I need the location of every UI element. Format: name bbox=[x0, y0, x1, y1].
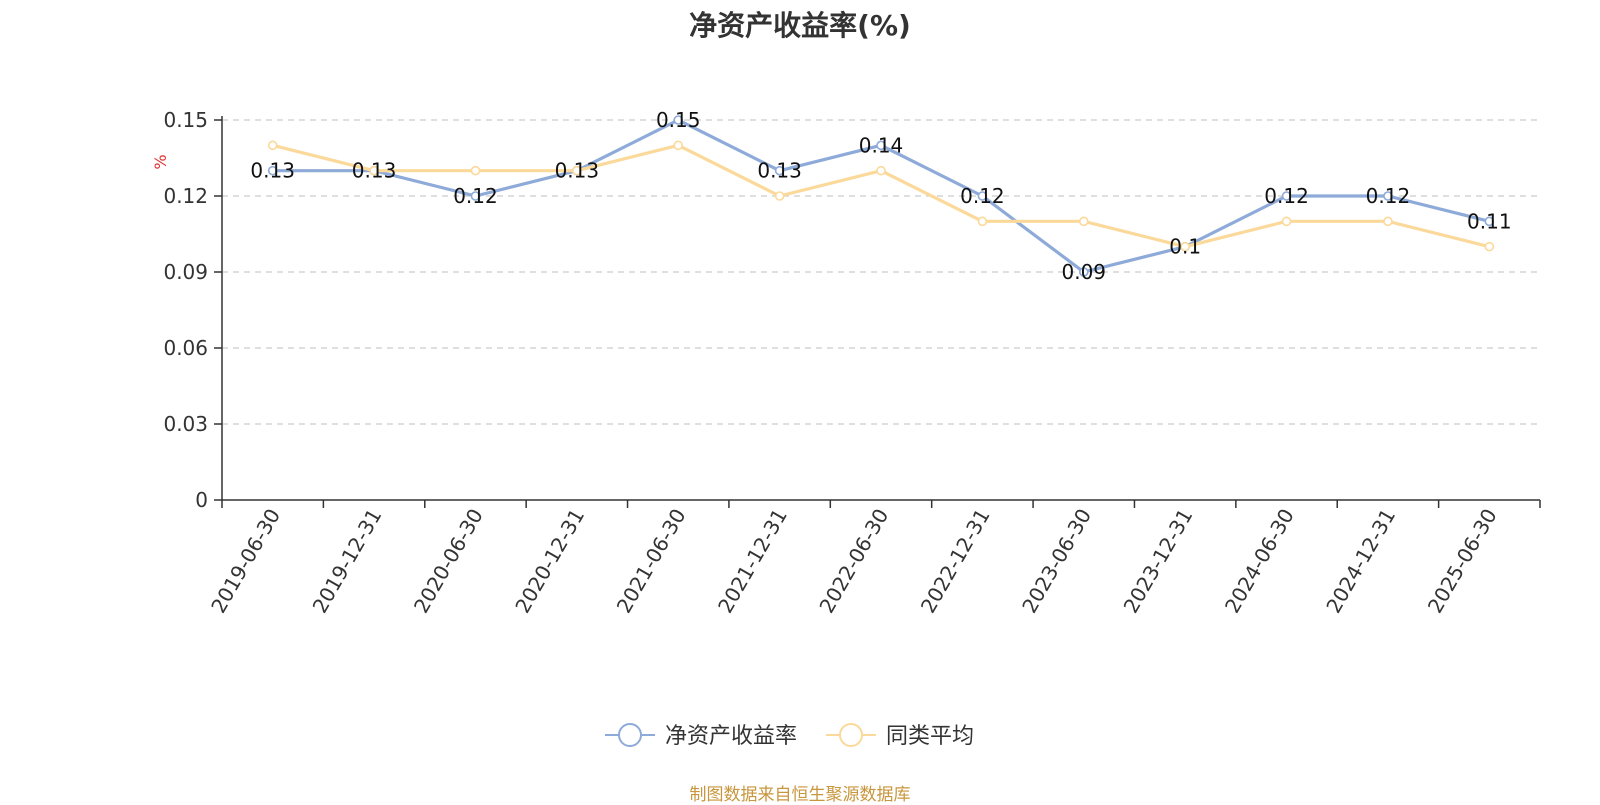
data-label: 0.09 bbox=[1062, 260, 1107, 284]
series-point bbox=[470, 165, 481, 176]
series-point bbox=[1383, 216, 1393, 227]
legend-label: 净资产收益率 bbox=[665, 724, 797, 749]
grid-lines bbox=[222, 119, 1540, 425]
series-point bbox=[1078, 216, 1089, 227]
x-tick-label: 2024-06-30 bbox=[1220, 505, 1299, 618]
data-labels: 0.13 0.13 0.12 0.13 0.15 0.13 0.14 0.12 0.09 0.1 0… bbox=[250, 108, 1511, 284]
x-tick-label: 2021-12-31 bbox=[713, 505, 792, 618]
series-point bbox=[774, 165, 785, 176]
series-point bbox=[1180, 241, 1190, 252]
series-point bbox=[1484, 241, 1495, 252]
data-label: 0.1 bbox=[1169, 235, 1201, 259]
series-point bbox=[673, 140, 684, 151]
legend-label: 同类平均 bbox=[886, 724, 974, 749]
series-point bbox=[1078, 267, 1089, 277]
data-label: 0.12 bbox=[453, 184, 498, 208]
chart-title: 净资产收益率(%) bbox=[689, 9, 911, 42]
x-tick-label: 2020-06-30 bbox=[409, 505, 488, 618]
x-tick-label: 2023-12-31 bbox=[1119, 505, 1198, 618]
series-point bbox=[267, 165, 278, 176]
series-point bbox=[267, 140, 278, 151]
series-point bbox=[876, 165, 886, 176]
x-tick-label: 2021-06-30 bbox=[612, 505, 691, 618]
source-note: 制图数据来自恒生聚源数据库 bbox=[689, 785, 911, 805]
series-lines bbox=[267, 115, 1495, 277]
data-label: 0.12 bbox=[1264, 184, 1309, 208]
legend-marker bbox=[839, 723, 863, 747]
series-point bbox=[470, 191, 481, 201]
y-tick-label: 0.15 bbox=[163, 108, 208, 132]
data-label: 0.13 bbox=[555, 159, 600, 183]
data-label: 0.12 bbox=[1366, 184, 1411, 208]
series-point bbox=[1484, 216, 1495, 227]
series-point bbox=[876, 140, 886, 151]
x-tick-label: 2025-06-30 bbox=[1423, 505, 1502, 618]
legend: 净资产收益率 同类平均 bbox=[605, 723, 974, 749]
y-axis-label: % bbox=[151, 154, 170, 169]
x-tick-label: 2024-12-31 bbox=[1321, 505, 1400, 618]
y-tick-label: 0.09 bbox=[163, 260, 208, 284]
axes: 0 0.03 0.06 0.09 0.12 0.15% 2019-06-30 2019-12-… bbox=[151, 108, 1541, 618]
series-point bbox=[369, 165, 379, 176]
series-point bbox=[774, 191, 785, 201]
data-label: 0.11 bbox=[1467, 209, 1512, 233]
data-label: 0.12 bbox=[960, 184, 1005, 208]
x-tick-label: 2019-12-31 bbox=[308, 505, 387, 618]
series-point bbox=[977, 191, 988, 201]
series-point bbox=[572, 165, 582, 176]
y-tick-label: 0.06 bbox=[163, 336, 208, 360]
x-tick-label: 2022-12-31 bbox=[916, 505, 995, 618]
series-point bbox=[1281, 191, 1292, 201]
data-label: 0.13 bbox=[352, 159, 397, 183]
x-tick-label: 2019-06-30 bbox=[206, 505, 285, 618]
data-label: 0.13 bbox=[757, 159, 802, 183]
series-point bbox=[977, 216, 988, 227]
series-point bbox=[1281, 216, 1292, 227]
y-tick-label: 0.12 bbox=[163, 184, 208, 208]
series-point bbox=[673, 115, 684, 125]
series-point bbox=[1383, 191, 1393, 201]
x-tick-label: 2020-12-31 bbox=[510, 505, 589, 618]
x-tick-label: 2022-06-30 bbox=[814, 505, 893, 618]
data-label: 0.14 bbox=[859, 133, 904, 157]
data-label: 0.15 bbox=[656, 108, 701, 132]
x-tick-label: 2023-06-30 bbox=[1017, 505, 1096, 618]
data-label: 0.13 bbox=[250, 159, 295, 183]
y-tick-label: 0 bbox=[195, 488, 208, 512]
legend-marker bbox=[618, 723, 642, 747]
y-tick-label: 0.03 bbox=[163, 412, 208, 436]
